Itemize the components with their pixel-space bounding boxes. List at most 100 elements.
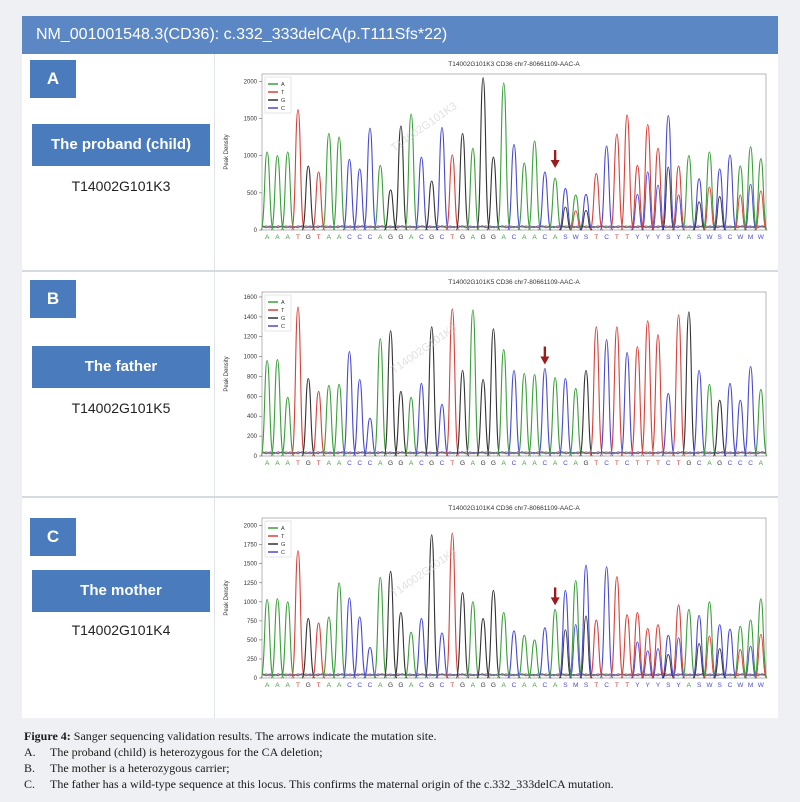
legend-label: C: [281, 324, 285, 330]
legend-label: G: [281, 542, 285, 548]
peak-trace: [435, 632, 449, 679]
base-call-letter: T: [450, 460, 454, 467]
peak-trace: [393, 390, 408, 457]
peak-trace: [373, 576, 388, 679]
base-call-letter: S: [563, 234, 568, 241]
peak-trace: [414, 618, 429, 679]
peak-trace: [332, 582, 347, 679]
caption-item-a: A. The proband (child) is heterozygous fo…: [24, 745, 323, 759]
peak-trace: [537, 171, 552, 231]
panel-letter-b: B: [30, 280, 76, 318]
base-call-letter: Y: [635, 682, 640, 689]
baseline-trace: [261, 225, 767, 229]
peak-trace: [301, 618, 316, 679]
chromatogram-b: T14002G101K5 CD36 chr7-80661109-AAC-A 0 20…: [218, 272, 774, 496]
peak-trace: [311, 390, 326, 457]
secondary-peak-trace: [672, 194, 685, 231]
peak-trace: [630, 346, 645, 457]
secondary-peak-trace: [641, 171, 654, 231]
peak-trace: [486, 328, 501, 457]
peak-trace: [507, 144, 521, 231]
base-call-letter: G: [481, 234, 486, 241]
peak-trace: [424, 326, 439, 457]
peak-trace: [496, 82, 511, 231]
base-call-letter: C: [357, 234, 362, 241]
base-call-letter: C: [666, 460, 671, 467]
peak-trace: [753, 598, 768, 679]
peak-trace: [465, 147, 480, 231]
base-call-letter: A: [378, 234, 383, 241]
secondary-peak-trace: [692, 643, 706, 679]
baseline-trace: [261, 673, 767, 677]
peak-trace: [301, 377, 316, 457]
base-call-letter: C: [440, 234, 445, 241]
base-call-letter: C: [604, 234, 609, 241]
secondary-peak-trace: [580, 209, 592, 231]
secondary-peak-trace: [744, 183, 757, 231]
base-call-letter: A: [409, 460, 414, 467]
peak-trace: [527, 639, 542, 679]
base-call-letter: S: [584, 682, 589, 689]
peak-trace: [435, 126, 449, 231]
peak-trace: [332, 383, 347, 457]
secondary-peak-trace: [569, 623, 582, 679]
chromatogram-svg-b: T14002G101K5 CD36 chr7-80661109-AAC-A 0 20…: [224, 279, 768, 467]
baseline-trace: [261, 451, 767, 455]
peak-trace: [311, 171, 326, 231]
y-tick-label: 750: [247, 619, 258, 625]
secondary-peak-trace: [734, 194, 747, 231]
legend-label: C: [281, 550, 285, 556]
base-call-letter: G: [398, 234, 403, 241]
peak-trace: [579, 369, 593, 457]
y-tick-label: 400: [247, 414, 258, 420]
peak-trace: [661, 115, 676, 231]
base-call-letter: G: [398, 460, 403, 467]
peak-trace: [640, 627, 655, 679]
legend-label: A: [281, 82, 285, 88]
y-tick-label: 800: [247, 374, 258, 380]
peak-trace: [486, 589, 501, 679]
base-call-letter: A: [265, 460, 270, 467]
base-call-letter: T: [450, 682, 454, 689]
caption-text: Sanger sequencing validation results. Th…: [70, 729, 437, 743]
base-call-letter: S: [697, 682, 702, 689]
peak-trace: [280, 396, 295, 457]
secondary-peak-trace: [703, 186, 716, 231]
secondary-peak-trace: [692, 201, 706, 231]
peak-trace: [445, 154, 460, 231]
figure-caption: Figure 4: Sanger sequencing validation r…: [24, 728, 784, 792]
y-tick-label: 1750: [244, 543, 258, 549]
base-call-letter: G: [388, 460, 393, 467]
peak-trace: [383, 189, 398, 231]
secondary-peak-trace: [662, 166, 675, 231]
base-call-letter: G: [717, 460, 722, 467]
secondary-peak-trace: [631, 194, 644, 231]
legend-label: A: [281, 300, 285, 306]
mutation-arrow-icon: [540, 346, 550, 365]
base-call-letter: T: [317, 682, 321, 689]
base-call-letter: A: [574, 460, 579, 467]
panel-a: A The proband (child) T14002G101K3 T1400…: [22, 54, 778, 272]
peak-trace: [723, 628, 737, 679]
base-call-letter: C: [728, 460, 733, 467]
base-call-letter: A: [471, 460, 476, 467]
baseline-trace: [261, 451, 767, 455]
peak-trace: [671, 604, 686, 679]
peak-trace: [291, 306, 305, 457]
secondary-peak-trace: [569, 210, 582, 231]
base-call-letter: Y: [676, 234, 681, 241]
panel-a-label-column: A The proband (child) T14002G101K3: [22, 54, 215, 270]
peak-trace: [753, 158, 768, 231]
peak-trace: [383, 330, 398, 457]
base-call-letter: G: [491, 682, 496, 689]
base-call-letter: A: [471, 234, 476, 241]
peak-trace: [568, 194, 583, 231]
watermark-text: T14002G101K4: [389, 546, 460, 600]
base-call-letter: C: [419, 460, 424, 467]
base-call-letter: G: [429, 234, 434, 241]
peak-trace: [496, 611, 511, 679]
secondary-peak-trace: [662, 654, 675, 679]
base-call-letter: A: [286, 234, 291, 241]
base-call-letter: C: [440, 682, 445, 689]
